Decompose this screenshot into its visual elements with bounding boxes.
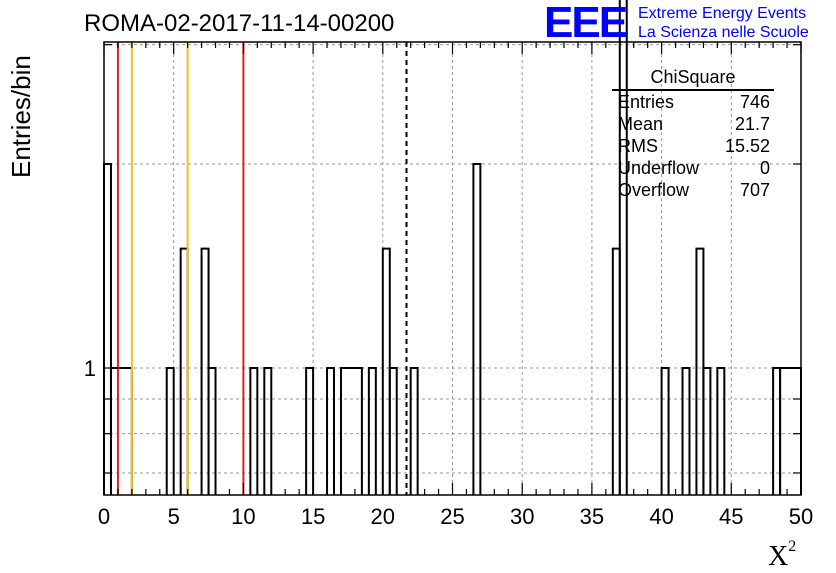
stats-row-rms: RMS 15.52 — [612, 135, 774, 157]
histogram-bin — [681, 367, 691, 495]
stats-box: ChiSquare Entries 746 Mean 21.7 RMS 15.5… — [612, 66, 774, 201]
eee-logo: EEE — [544, 0, 628, 47]
logo-caption-line1: Extreme Energy Events — [638, 5, 807, 22]
histogram-bin — [716, 367, 726, 495]
x-tick-label: 40 — [649, 504, 673, 529]
histogram-bin — [263, 367, 273, 495]
histogram-bin — [305, 367, 315, 495]
x-tick-label: 35 — [580, 504, 604, 529]
x-axis-label: X2 — [768, 538, 797, 572]
y-axis-label: Entries/bin — [6, 55, 36, 178]
x-tick-label: 15 — [301, 504, 325, 529]
histogram-bin — [326, 367, 336, 495]
histogram-bin — [772, 367, 782, 495]
histogram-bin — [611, 247, 621, 495]
stats-row-mean: Mean 21.7 — [612, 113, 774, 135]
histogram-bin — [249, 367, 259, 495]
histogram-bin — [388, 367, 398, 495]
stats-row-underflow: Underflow 0 — [612, 157, 774, 179]
x-tick-label: 10 — [231, 504, 255, 529]
histogram-bin — [618, 0, 628, 495]
x-tick-label: 30 — [510, 504, 534, 529]
stats-row-overflow: Overflow 707 — [612, 179, 774, 201]
stats-label: RMS — [618, 136, 658, 156]
stats-title: ChiSquare — [612, 66, 774, 91]
chart-title: ROMA-02-2017-11-14-00200 — [84, 10, 395, 37]
stats-label: Entries — [618, 92, 675, 112]
histogram-bin — [165, 367, 175, 495]
histogram-bin — [381, 247, 391, 495]
histogram-bin — [660, 367, 670, 495]
x-tick-label: 0 — [98, 504, 110, 529]
histogram-bin — [779, 367, 802, 495]
x-tick-label: 45 — [719, 504, 743, 529]
histogram-bin — [200, 247, 210, 495]
stats-value: 746 — [739, 92, 770, 112]
stats-value: 707 — [739, 180, 770, 200]
logo-caption: Extreme Energy Events La Scienza nelle S… — [638, 4, 809, 42]
stats-label: Overflow — [618, 180, 690, 200]
stats-row-entries: Entries 746 — [612, 91, 774, 113]
x-tick-label: 5 — [168, 504, 180, 529]
histogram-bin — [472, 163, 482, 495]
histogram-bin — [409, 367, 419, 495]
y-tick-label: 1 — [84, 356, 96, 381]
histogram-bin — [702, 367, 712, 495]
histogram-bin — [207, 367, 217, 495]
stats-label: Underflow — [618, 158, 700, 178]
histogram-bin — [695, 247, 705, 495]
stats-value: 0 — [759, 158, 770, 178]
x-tick-label: 25 — [440, 504, 464, 529]
x-tick-label: 20 — [371, 504, 395, 529]
stats-value: 21.7 — [734, 114, 770, 134]
stats-value: 15.52 — [724, 136, 770, 156]
stats-label: Mean — [618, 114, 664, 134]
histogram-bin — [179, 247, 189, 495]
histogram-bin — [103, 163, 112, 495]
logo-caption-line2: La Scienza nelle Scuole — [638, 24, 809, 41]
histogram-bin — [339, 367, 363, 495]
x-tick-label: 50 — [789, 504, 813, 529]
histogram-bin — [109, 367, 133, 495]
histogram-bin — [367, 367, 377, 495]
